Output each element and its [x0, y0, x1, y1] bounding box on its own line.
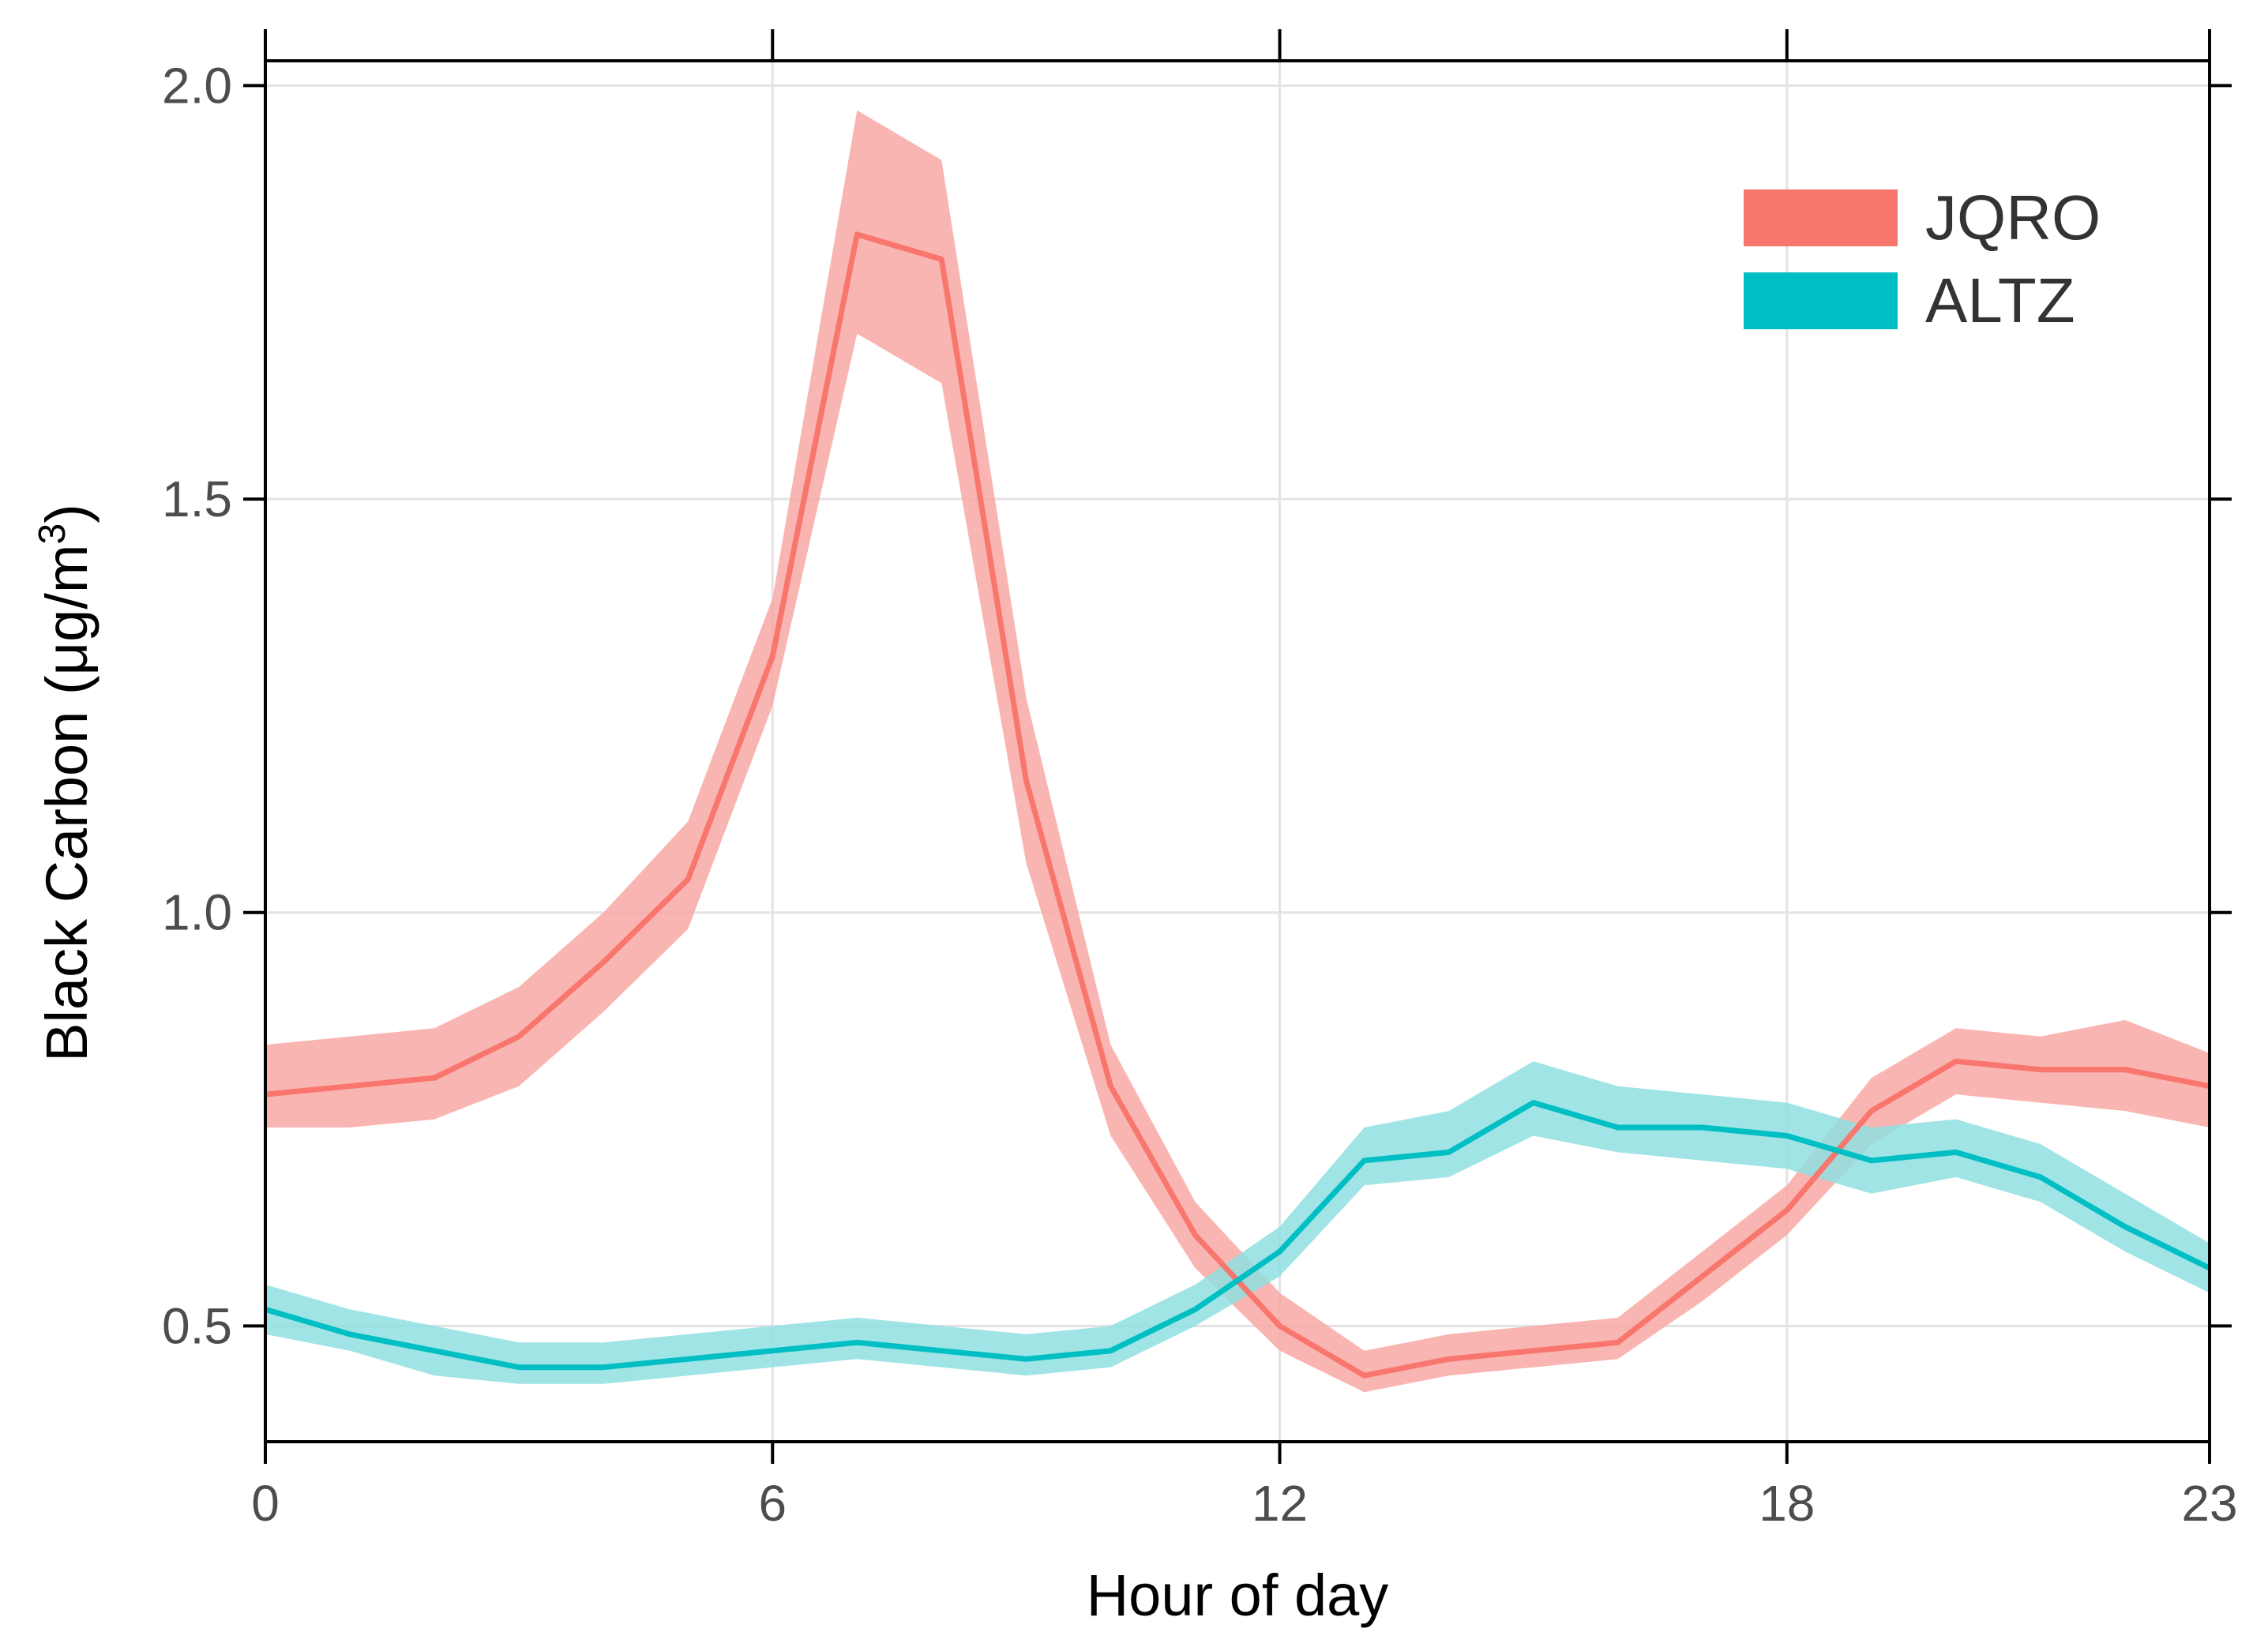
y-axis-title-superscript: 3: [32, 523, 73, 545]
x-tick-label: 0: [251, 1475, 280, 1532]
axis-ticks: 0 6 12 18 23 0.5 1.0 1.5 2.0: [162, 29, 2238, 1532]
plot-frame: [264, 59, 2211, 1443]
x-tick-label: 18: [1759, 1475, 1815, 1532]
line-jqro: [265, 231, 2210, 1379]
band-jqro: [265, 110, 2210, 1393]
legend-swatch-altz: [1744, 272, 1898, 329]
y-tick-label: 0.5: [162, 1297, 232, 1354]
legend-label-jqro: JQRO: [1925, 182, 2101, 253]
y-axis-title-close: ): [34, 504, 100, 523]
grid-lines: [264, 61, 2211, 1442]
line-altz: [265, 1100, 2211, 1371]
band-altz: [265, 1061, 2210, 1384]
x-tick-label: 23: [2181, 1475, 2237, 1532]
x-axis-title: Hour of day: [1087, 1563, 1389, 1628]
x-tick-label: 12: [1252, 1475, 1308, 1532]
legend-label-altz: ALTZ: [1925, 265, 2075, 336]
confidence-bands: [265, 110, 2210, 1393]
series-lines: [265, 231, 2211, 1379]
y-tick-label: 2.0: [162, 57, 232, 114]
y-tick-label: 1.0: [162, 884, 232, 941]
y-axis-title-main: Black Carbon (μg/m: [34, 544, 100, 1061]
legend-swatch-jqro: [1744, 189, 1898, 246]
y-axis-title: Black Carbon (μg/m3): [32, 504, 100, 1062]
legend: JQRO ALTZ: [1744, 182, 2101, 336]
y-tick-label: 1.5: [162, 471, 232, 527]
x-tick-label: 6: [758, 1475, 787, 1532]
